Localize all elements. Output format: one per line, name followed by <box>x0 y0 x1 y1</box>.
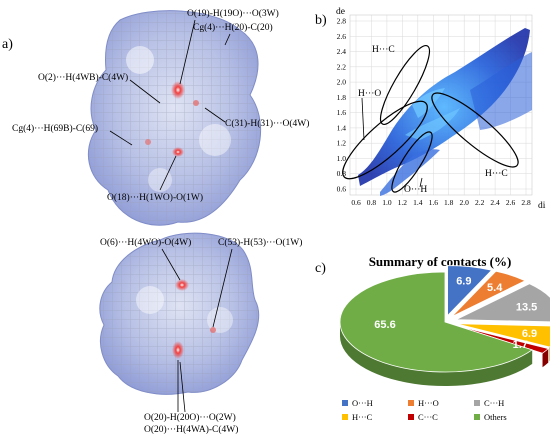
legend-label: C···C <box>418 412 438 422</box>
fingerprint-xtick: 1.6 <box>429 198 439 207</box>
legend-label: O···H <box>352 398 373 408</box>
fingerprint-xtick: 0.8 <box>367 198 377 207</box>
pie-slice <box>455 283 550 323</box>
label-o6-h4wo: O(6)···H(4WO)-O(4W) <box>100 237 191 248</box>
fingerprint-ytick: 1.6 <box>337 108 347 117</box>
label-o18-h1wo: O(18)···H(1WO)-O(1W) <box>107 192 203 203</box>
region-label-hc-bottom: H···C <box>485 169 508 179</box>
pie-chart: 6.95.413.56.91.765.6 <box>339 265 550 387</box>
fingerprint-ytick: 2.6 <box>337 32 347 41</box>
legend-swatch <box>474 400 480 406</box>
legend-swatch <box>342 400 348 406</box>
pie-value-label: 6.9 <box>456 275 471 287</box>
fingerprint-xtick: 0.6 <box>351 198 361 207</box>
fingerprint-xtick: 2.0 <box>459 198 469 207</box>
label-o20-h20o: O(20)-H(20O)···O(2W) <box>144 412 236 423</box>
fingerprint-ytick: 1.4 <box>337 123 347 132</box>
fingerprint-ytick: 0.8 <box>337 169 347 178</box>
fingerprint-ytick: 2.0 <box>337 78 347 87</box>
fingerprint-xtick: 2.2 <box>475 198 485 207</box>
leader-lines-bottom <box>161 248 233 413</box>
legend-swatch <box>408 400 414 406</box>
contact-spot <box>172 341 184 359</box>
label-o20-h4wa: O(20)···H(4WA)-C(4W) <box>144 424 238 435</box>
pie-slice <box>451 270 527 317</box>
fingerprint-ylabel: de <box>336 7 345 17</box>
fingerprint-xtick: 2.4 <box>490 198 500 207</box>
legend-swatch <box>342 414 348 420</box>
fingerprint-plot: H···C H···O O···H H···C 2.8 2.6 2.4 2.2 2.0 1… <box>336 7 546 211</box>
fingerprint-xtick: 1.4 <box>413 198 423 207</box>
fingerprint-ytick: 2.2 <box>337 62 347 71</box>
pie-value-label: 5.4 <box>487 282 503 294</box>
pie-title: Summary of contacts (%) <box>369 254 512 269</box>
fingerprint-ytick: 0.6 <box>337 185 347 194</box>
contact-spot <box>171 81 185 99</box>
fingerprint-xtick: 1.2 <box>398 198 408 207</box>
panel-c-label: c) <box>315 261 326 276</box>
fingerprint-xlabel: di <box>538 201 546 211</box>
label-cg4-h69b: Cg(4)···H(69B)-C(69) <box>12 123 98 134</box>
fingerprint-ytick: 1.8 <box>337 93 347 102</box>
fingerprint-ytick: 2.8 <box>337 17 347 26</box>
fingerprint-ytick: 1.2 <box>337 139 347 148</box>
pie-slice <box>339 271 534 373</box>
leader-lines-top <box>109 19 231 191</box>
pie-slice-side <box>340 322 533 387</box>
region-label-ho: H···O <box>358 89 381 99</box>
legend-label: H···C <box>352 412 373 422</box>
fingerprint-xtick: 2.6 <box>506 198 516 207</box>
fingerprint-xtick: 2.8 <box>521 198 531 207</box>
legend-label: Others <box>484 412 507 422</box>
fingerprint-xtick: 1.8 <box>444 198 454 207</box>
panel-a-label: a) <box>2 37 13 52</box>
pie-slice <box>447 265 493 317</box>
contact-spot <box>172 147 184 157</box>
label-c53-h53: C(53)-H(53)···O(1W) <box>218 237 302 248</box>
hirshfeld-surface-top <box>87 10 262 226</box>
region-label-hc-top: H···C <box>372 45 395 55</box>
pie-legend: O···H H···O C···H H···C C···C Others <box>342 398 507 422</box>
fingerprint-ytick: 1.0 <box>337 154 347 163</box>
pie-value-label: 1.7 <box>513 339 528 351</box>
fingerprint-ytick: 2.4 <box>337 47 347 56</box>
region-oh <box>391 131 433 193</box>
region-hc-bottom <box>431 92 519 168</box>
pie-value-label: 6.9 <box>522 328 537 340</box>
hirshfeld-surface-bottom <box>99 232 260 395</box>
region-hc-top <box>379 45 431 125</box>
contact-spot <box>175 279 189 291</box>
label-cg4-h20: Cg(4)···H(20)-C(20) <box>193 22 273 33</box>
label-o2-h4wb: O(2)···H(4WB)-C(4W) <box>38 72 128 83</box>
legend-swatch <box>408 414 414 420</box>
region-ho <box>342 100 428 180</box>
fingerprint-xtick: 1.0 <box>382 198 392 207</box>
panel-b-label: b) <box>315 13 327 28</box>
pie-value-label: 13.5 <box>516 301 537 313</box>
legend-label: H···O <box>418 398 439 408</box>
pie-value-label: 65.6 <box>374 319 395 331</box>
label-o19-h19o: O(19)-H(19O)···O(3W) <box>187 8 279 19</box>
legend-swatch <box>474 414 480 420</box>
label-c31-h31: C(31)-H(31)···O(4W) <box>225 118 309 129</box>
legend-label: C···H <box>484 398 504 408</box>
pie-slice-side <box>542 348 549 368</box>
region-label-oh: O···H <box>404 185 427 195</box>
